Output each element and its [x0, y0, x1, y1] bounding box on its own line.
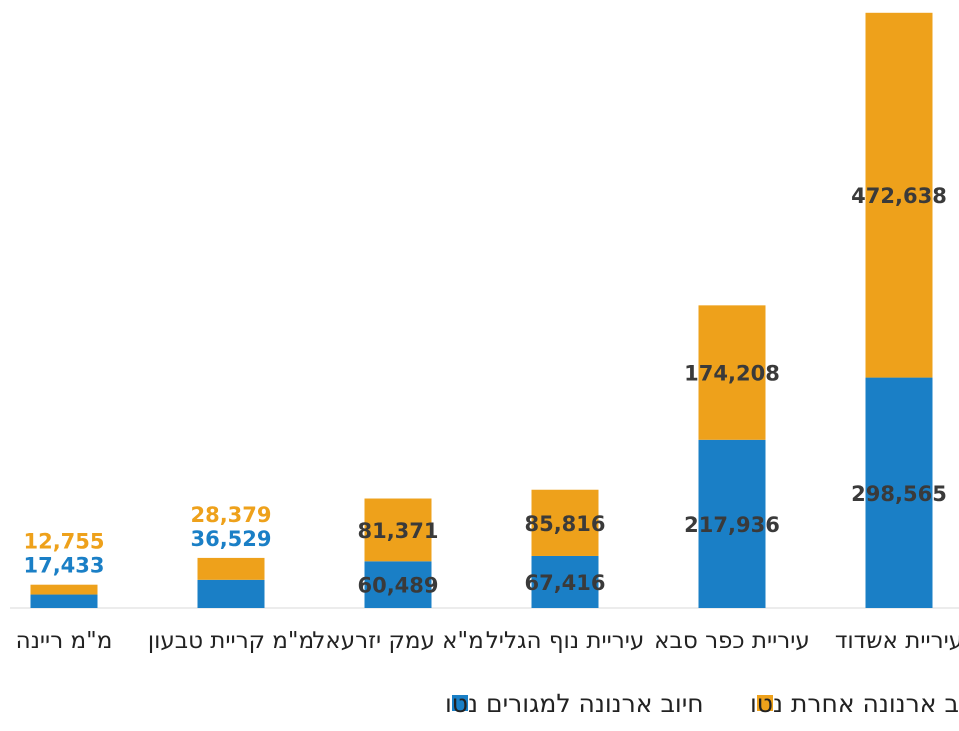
legend-label-series2: חיוב ארנונה אחרת נטו: [750, 689, 959, 718]
legend-swatch-series2: [757, 695, 773, 711]
bar-series1-5: [30, 594, 98, 608]
bar-label-series2-4: 28,379: [190, 503, 271, 527]
bar-series2-0: [865, 12, 933, 378]
bar-label-series2-1: 174,208: [684, 362, 780, 386]
bar-series1-2: [531, 555, 599, 608]
category-label-2: עיריית נוף הגליל: [486, 628, 645, 654]
bar-series1-0: [865, 377, 933, 608]
bar-label-series2-2: 85,816: [524, 512, 605, 536]
bar-series2-5: [30, 584, 98, 595]
bar-label-series2-5: 12,755: [23, 530, 104, 554]
legend-swatch-series1: [452, 695, 468, 711]
bar-series1-1: [698, 439, 766, 608]
bar-series1-3: [364, 561, 432, 608]
bar-label-series1-4: 36,529: [190, 527, 271, 551]
category-labels-group: עיריית אשדוד עיריית כפר סבא עיריית נוף הגל…: [16, 628, 959, 654]
category-label-4: מ"מ קריית טבעון: [148, 628, 314, 654]
legend-label-series1: חיוב ארנונה למגורים נטו: [445, 689, 704, 718]
bar-series2-3: [364, 498, 432, 562]
bar-label-series2-0: 472,638: [851, 184, 947, 208]
category-label-0: עיריית אשדוד: [835, 628, 959, 654]
bar-labels-group: 298,565 472,638 217,936 174,208 67,416 85,816…: [23, 184, 946, 597]
bar-label-series1-1: 217,936: [684, 513, 780, 537]
bar-label-series1-5: 17,433: [23, 554, 104, 578]
category-label-5: מ"מ ריינה: [16, 628, 113, 654]
category-label-1: עיריית כפר סבא: [654, 628, 810, 654]
bar-series1-4: [197, 579, 265, 608]
bar-series2-4: [197, 557, 265, 580]
bar-label-series2-3: 81,371: [357, 519, 438, 543]
bars-group: [30, 12, 933, 608]
legend: חיוב ארנונה אחרת נטו חיוב ארנונה למגורים …: [445, 689, 959, 718]
bar-series2-1: [698, 305, 766, 440]
bar-series2-2: [531, 489, 599, 556]
bar-label-series1-2: 67,416: [524, 571, 605, 595]
category-label-3: מ"א עמק יזרעאל: [312, 628, 483, 654]
bar-label-series1-3: 60,489: [357, 574, 438, 598]
bar-label-series1-0: 298,565: [851, 482, 947, 506]
